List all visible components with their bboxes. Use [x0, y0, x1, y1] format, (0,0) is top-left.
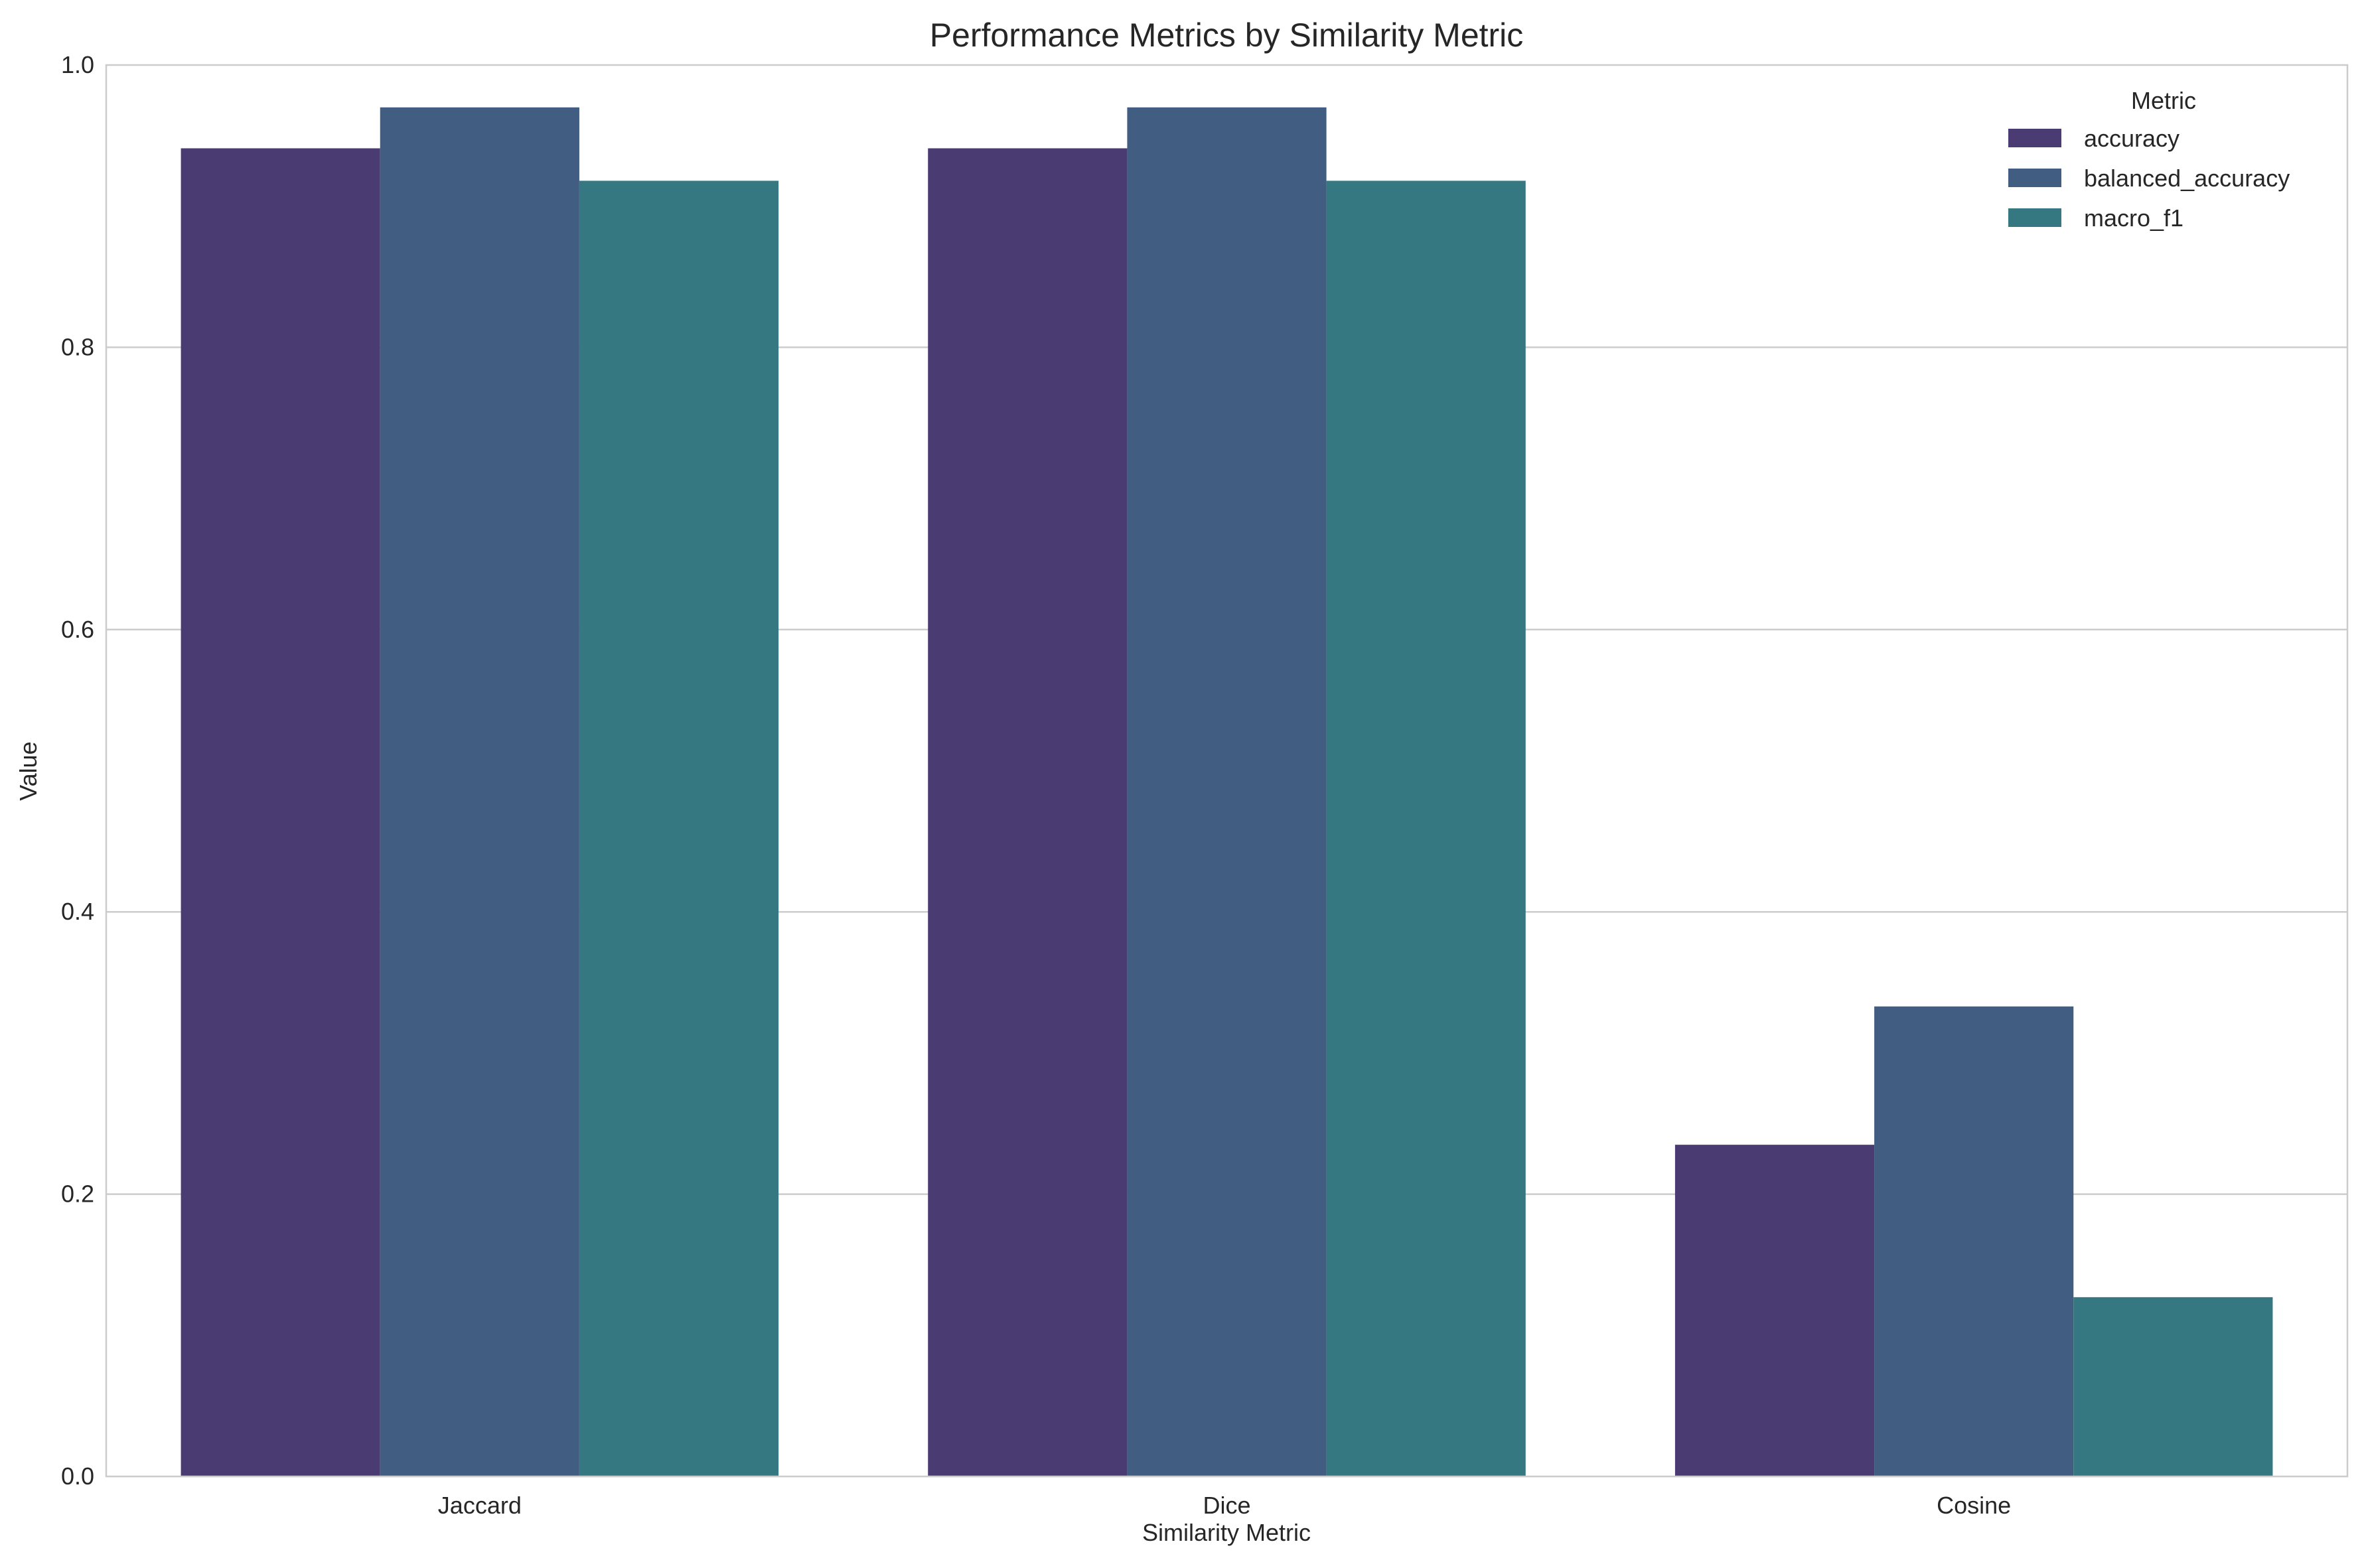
y-tick-label: 0.2 [61, 1180, 94, 1208]
legend-label-accuracy: accuracy [2084, 125, 2180, 152]
bar-macro_f1-jaccard [579, 180, 779, 1476]
y-axis-label: Value [15, 741, 42, 800]
y-tick-label: 0.8 [61, 333, 94, 360]
bar-balanced_accuracy-cosine [1874, 1006, 2074, 1476]
legend-label-macro_f1: macro_f1 [2084, 204, 2183, 232]
legend-swatch-balanced_accuracy [2008, 169, 2061, 187]
legend-swatch-accuracy [2008, 129, 2061, 147]
plot-frame [105, 64, 2349, 1478]
bar-macro_f1-cosine [2073, 1297, 2273, 1476]
bar-macro_f1-dice [1326, 180, 1526, 1476]
x-axis-label: Similarity Metric [1142, 1519, 1311, 1546]
x-tick-label: Dice [1203, 1492, 1250, 1519]
x-ticks: Jaccard Dice Cosine [438, 1492, 2011, 1519]
bar-accuracy-cosine [1674, 1145, 1875, 1476]
y-ticks: 0.0 0.2 0.4 0.6 0.8 1.0 [61, 51, 94, 1490]
bar-balanced_accuracy-jaccard [380, 107, 579, 1476]
bar-accuracy-dice [928, 148, 1128, 1476]
bars [181, 107, 2273, 1476]
legend-swatch-macro_f1 [2008, 208, 2061, 227]
legend-title: Metric [2131, 87, 2196, 114]
legend-items: accuracy balanced_accuracy macro_f1 [2008, 125, 2290, 232]
chart-title: Performance Metrics by Similarity Metric [930, 17, 1524, 54]
legend: Metric accuracy balanced_accuracy macro_f1 [2008, 87, 2290, 232]
y-tick-label: 0.4 [61, 898, 94, 925]
y-tick-label: 0.0 [61, 1462, 94, 1490]
x-tick-label: Cosine [1937, 1492, 2011, 1519]
legend-label-balanced_accuracy: balanced_accuracy [2084, 165, 2290, 192]
bar-balanced_accuracy-dice [1127, 107, 1327, 1476]
x-tick-label: Jaccard [438, 1492, 522, 1519]
bar-accuracy-jaccard [181, 148, 380, 1476]
y-tick-label: 0.6 [61, 616, 94, 643]
y-tick-label: 1.0 [61, 51, 94, 78]
